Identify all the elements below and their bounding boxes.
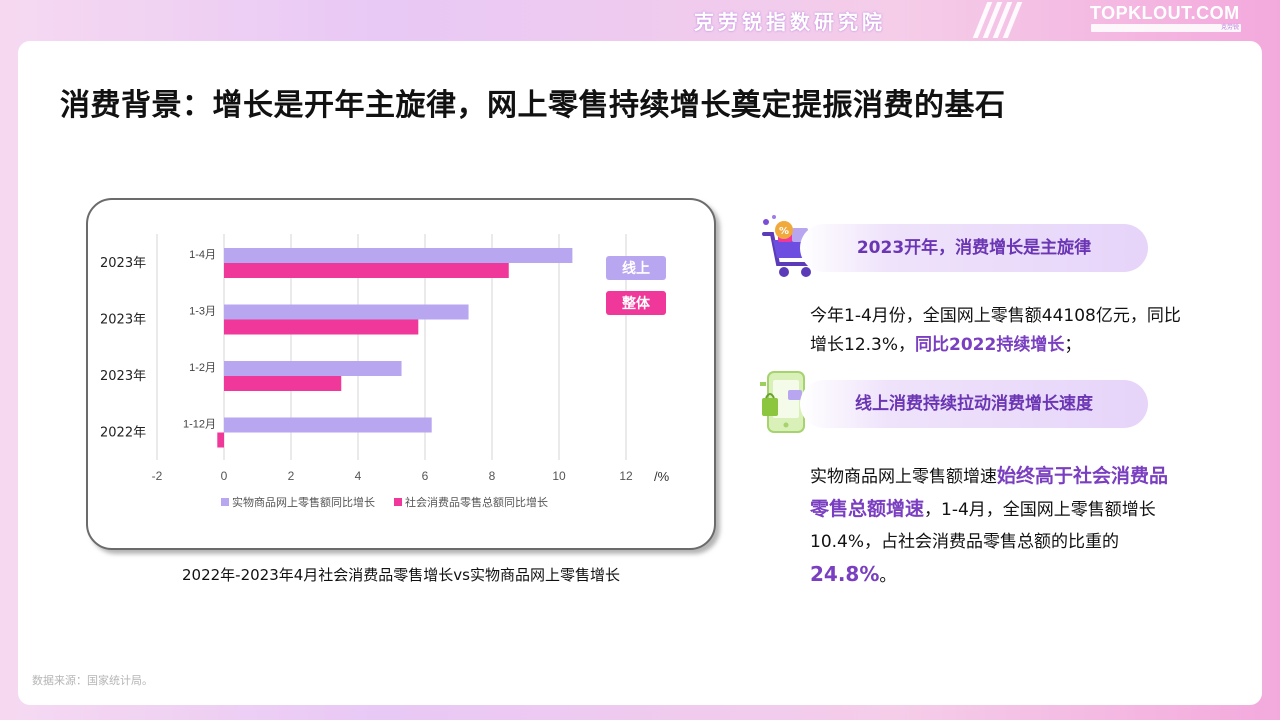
- x-tick-label: 12: [619, 469, 633, 483]
- highlight-pill-2: 线上消费持续拉动消费增长速度: [800, 380, 1148, 428]
- phone-shopping-icon: [760, 371, 805, 433]
- bar-chart: -2 0 2 4 6 8 10 12 /% 2023年 1-4月 2023年 1-3月 2023年 1-2月…: [100, 234, 670, 509]
- x-tick-label: 6: [422, 469, 429, 483]
- bar-overall: [224, 319, 419, 335]
- x-axis-unit: /%: [654, 469, 670, 484]
- bar-online: [224, 417, 432, 433]
- legend-badge: [606, 256, 666, 280]
- y-category-year: 2022年: [100, 426, 146, 441]
- top-bar: 克劳锐指数研究院 TOPKLOUT.COM 克劳锐: [0, 0, 1280, 40]
- bar-online: [224, 248, 573, 263]
- page-title: 消费背景：增长是开年主旋律，网上零售持续增长奠定提振消费的基石: [60, 88, 1006, 123]
- y-category-period: 1-2月: [189, 362, 216, 374]
- legend-swatch-overall: [394, 498, 402, 506]
- brand-name-cn: 克劳锐指数研究院: [694, 10, 886, 34]
- legend-badge: [606, 291, 666, 315]
- paragraph-2-end: 。: [879, 566, 897, 586]
- x-tick-label: 2: [288, 469, 295, 483]
- paragraph-1-text: 今年1-4月份，全国网上零售额44108亿元，同比增长12.3%，: [810, 306, 1181, 355]
- legend-swatch-online: [221, 498, 229, 506]
- x-tick-label: 4: [355, 469, 362, 483]
- brand-logo-sub: 克劳锐: [1091, 24, 1241, 32]
- y-category-year: 2023年: [100, 313, 146, 328]
- bar-overall: [224, 376, 342, 391]
- paragraph-2-text-cont: ，1-4月，全国网上零售额增长10.4%，占社会消费品零售总额的比重的: [810, 500, 1156, 552]
- paragraph-2: 实物商品网上零售额增速始终高于社会消费品零售总额增速，1-4月，全国网上零售额增…: [810, 460, 1182, 592]
- chart-caption: 2022年-2023年4月社会消费品零售增长vs实物商品网上零售增长: [182, 566, 620, 584]
- brand-logo-en: TOPKLOUT.COM: [1090, 3, 1240, 23]
- x-tick-label: -2: [152, 469, 163, 483]
- paragraph-2-text: 实物商品网上零售额增速: [810, 467, 997, 487]
- bar-online: [224, 304, 469, 320]
- paragraph-1-highlight: 同比2022持续增长: [915, 335, 1065, 355]
- paragraph-1-end: ；: [1064, 335, 1082, 355]
- bar-overall: [224, 263, 509, 278]
- legend-badge-label: 整体: [621, 295, 651, 312]
- paragraph-1: 今年1-4月份，全国网上零售额44108亿元，同比增长12.3%，同比2022持…: [810, 302, 1182, 360]
- y-category-year: 2023年: [100, 369, 146, 384]
- bar-overall: [217, 432, 224, 448]
- y-category-period: 1-3月: [189, 306, 216, 318]
- legend-label-overall: 社会消费品零售总额同比增长: [405, 495, 548, 509]
- svg-text:%: %: [779, 226, 789, 237]
- paragraph-2-highlight: 始终高于社会消费品零售总额增速: [810, 465, 1169, 520]
- y-category-period: 1-12月: [183, 419, 216, 431]
- highlight-pill-1: 2023开年，消费增长是主旋律: [800, 224, 1148, 272]
- y-category-period: 1-4月: [189, 249, 216, 261]
- legend-label-online: 实物商品网上零售额同比增长: [232, 495, 375, 509]
- legend-badge-label: 线上: [622, 260, 650, 277]
- x-tick-label: 0: [221, 469, 228, 483]
- bar-online: [224, 361, 402, 376]
- stripes-decoration: [972, 2, 1023, 38]
- data-source: 数据来源：国家统计局。: [32, 674, 153, 687]
- paragraph-2-percent: 24.8%: [810, 562, 880, 586]
- y-category-year: 2023年: [100, 256, 146, 271]
- x-tick-label: 8: [489, 469, 496, 483]
- x-tick-label: 10: [552, 469, 566, 483]
